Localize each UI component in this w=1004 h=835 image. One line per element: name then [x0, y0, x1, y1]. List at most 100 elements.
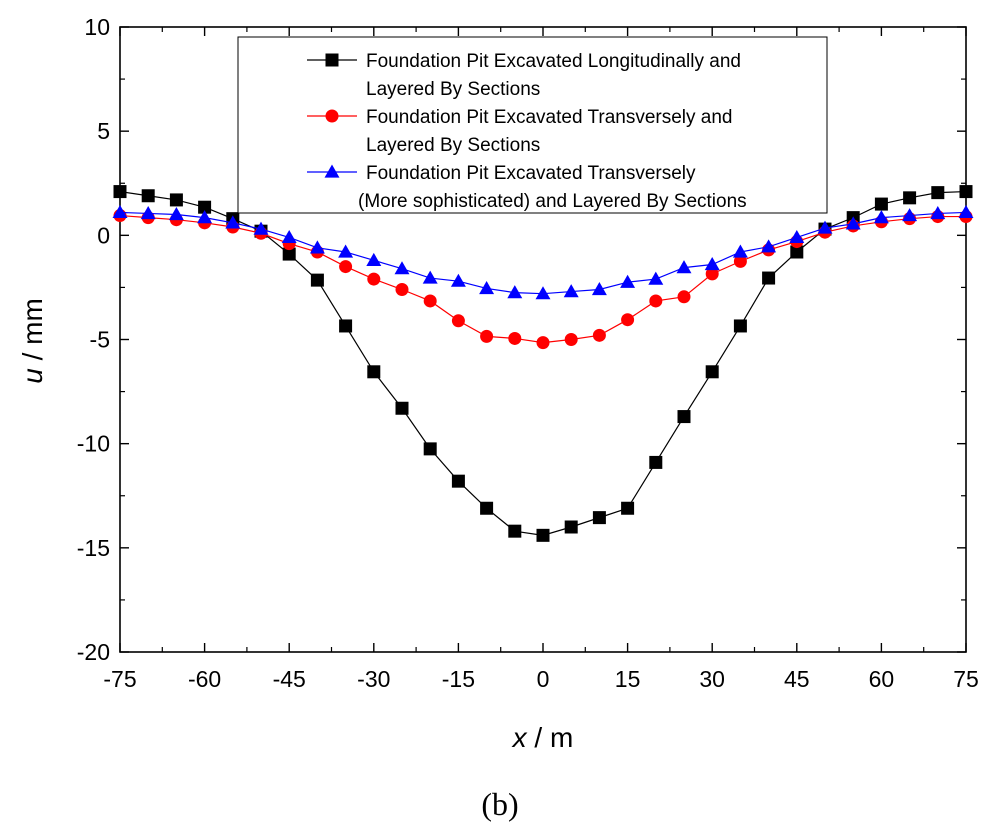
series-1	[113, 185, 973, 542]
x-tick-label: 0	[537, 666, 550, 692]
x-tick-label: 60	[869, 666, 895, 692]
data-point	[677, 410, 691, 424]
data-point	[648, 271, 664, 285]
data-point	[536, 336, 550, 350]
series-line	[119, 214, 966, 344]
y-tick-label: 0	[97, 222, 110, 248]
data-point	[338, 244, 354, 258]
data-point	[732, 244, 748, 258]
data-point	[535, 286, 551, 300]
data-point	[508, 331, 522, 345]
data-point	[367, 365, 381, 379]
y-axis-title: u / mm	[17, 298, 48, 384]
series-3	[112, 204, 974, 300]
data-point	[704, 257, 720, 271]
legend-marker	[324, 164, 340, 178]
x-axis-title: x / m	[511, 722, 574, 753]
data-point	[845, 216, 861, 230]
data-point	[507, 285, 523, 299]
data-point	[366, 252, 382, 266]
data-point	[168, 207, 184, 221]
data-point	[761, 239, 777, 253]
data-point	[169, 193, 183, 207]
data-point	[536, 528, 550, 542]
data-point	[395, 401, 409, 415]
data-point	[281, 229, 297, 244]
legend-label: Foundation Pit Excavated Transversely	[366, 163, 696, 184]
data-point	[705, 267, 719, 281]
x-tick-label: 15	[615, 666, 641, 692]
x-tick-label: -60	[188, 666, 221, 692]
data-point	[762, 271, 776, 285]
y-tick-label: -5	[90, 327, 110, 353]
series-2	[113, 209, 973, 350]
data-point	[930, 205, 946, 220]
panel-label: (b)	[481, 786, 518, 822]
data-point	[733, 254, 747, 268]
data-point	[649, 455, 663, 469]
x-tick-label: -30	[357, 666, 390, 692]
x-tick-label: 45	[784, 666, 810, 692]
legend: Foundation Pit Excavated Longitudinally …	[237, 36, 828, 214]
data-point	[903, 191, 917, 205]
data-point	[309, 240, 325, 254]
data-point	[564, 520, 578, 534]
data-point	[649, 294, 663, 308]
data-point	[112, 204, 128, 219]
data-point	[790, 245, 804, 259]
x-tick-label: -45	[273, 666, 306, 692]
legend-label: (More sophisticated) and Layered By Sect…	[358, 191, 747, 212]
data-point	[621, 501, 635, 515]
data-point	[394, 261, 410, 275]
data-point	[621, 313, 635, 327]
data-point	[931, 186, 945, 200]
data-point	[339, 260, 353, 274]
data-point	[451, 314, 465, 328]
y-tick-label: 5	[97, 118, 110, 144]
data-point	[677, 290, 691, 304]
y-tick-label: -20	[77, 639, 110, 665]
data-point	[789, 229, 805, 244]
data-point	[395, 283, 409, 296]
data-point	[508, 524, 522, 538]
data-point	[282, 247, 296, 261]
series-line	[119, 190, 967, 536]
y-tick-label: 10	[84, 14, 110, 40]
y-tick-label: -10	[77, 431, 110, 457]
data-point	[479, 280, 495, 295]
data-point	[592, 328, 606, 342]
data-point	[451, 474, 465, 488]
legend-label: Layered By Sections	[366, 79, 540, 100]
legend-label: Foundation Pit Excavated Longitudinally …	[366, 51, 741, 72]
data-point	[367, 272, 381, 286]
x-tick-label: -15	[442, 666, 475, 692]
data-point	[339, 319, 353, 333]
data-point	[450, 273, 466, 287]
data-point	[705, 365, 719, 379]
legend-label: Foundation Pit Excavated Transversely an…	[366, 107, 732, 128]
data-point	[958, 204, 974, 219]
data-point	[959, 185, 973, 199]
legend-marker	[325, 109, 339, 123]
y-tick-label: -15	[77, 535, 110, 561]
data-point	[423, 294, 437, 308]
data-point	[591, 282, 607, 296]
data-point	[140, 205, 156, 220]
data-point	[873, 210, 889, 224]
data-point	[563, 284, 579, 298]
data-point	[902, 208, 918, 222]
data-point	[310, 273, 324, 287]
data-point	[423, 442, 437, 456]
data-point	[733, 319, 747, 333]
legend-marker	[325, 53, 339, 67]
data-point	[480, 329, 494, 343]
data-point	[620, 274, 636, 288]
x-tick-label: 75	[953, 666, 979, 692]
data-point	[817, 220, 833, 234]
data-point	[253, 221, 269, 235]
data-point	[676, 260, 692, 274]
x-tick-label: -75	[103, 666, 136, 692]
data-point	[874, 197, 888, 211]
data-point	[113, 185, 127, 199]
